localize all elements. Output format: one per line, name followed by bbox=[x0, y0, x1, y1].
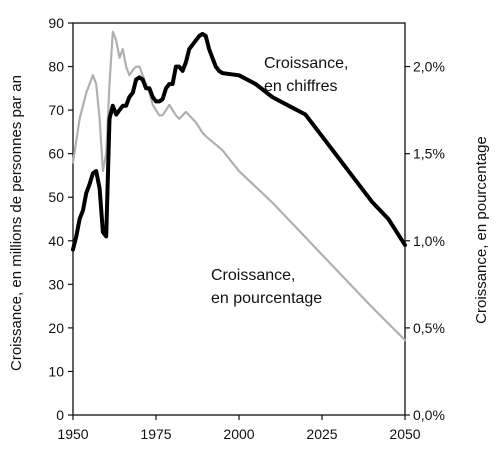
y-left-tick-label: 70 bbox=[48, 102, 64, 118]
y-right-tick-label: 1,0% bbox=[413, 233, 445, 249]
y-left-tick-label: 20 bbox=[48, 320, 64, 336]
y-left-tick-label: 60 bbox=[48, 146, 64, 162]
x-tick-label: 1950 bbox=[57, 426, 88, 442]
series-line-croissance-chiffres bbox=[71, 31, 407, 252]
x-tick-label: 2025 bbox=[306, 426, 337, 442]
y-right-tick-label: 0,0% bbox=[413, 407, 445, 423]
tick-layer: 1950 1975 2000 2025 2050 0 10 20 30 40 50 60 70 80 90 0… bbox=[48, 15, 445, 442]
series-layer bbox=[71, 30, 407, 342]
y-left-tick-label: 0 bbox=[56, 407, 64, 423]
x-tick-label: 1975 bbox=[140, 426, 171, 442]
y-right-tick-label: 2,0% bbox=[413, 59, 445, 75]
x-tick-label: 2050 bbox=[389, 426, 420, 442]
y-left-tick-label: 40 bbox=[48, 233, 64, 249]
y-left-tick-label: 30 bbox=[48, 276, 64, 292]
annotation-chiffres-line1: Croissance, bbox=[264, 55, 348, 72]
annotation-pourcentage-line2: en pourcentage bbox=[211, 290, 322, 307]
plot-border bbox=[72, 22, 406, 416]
y-left-tick-label: 80 bbox=[48, 59, 64, 75]
x-tick-label: 2000 bbox=[223, 426, 254, 442]
y-axis-right-title: Croissance, en pourcentage bbox=[473, 136, 490, 324]
y-axis-left-title: Croissance, en millions de personnes par… bbox=[8, 75, 25, 371]
y-left-tick-label: 10 bbox=[48, 363, 64, 379]
y-right-tick-label: 0,5% bbox=[413, 320, 445, 336]
y-left-tick-label: 50 bbox=[48, 189, 64, 205]
annotation-chiffres-line2: en chiffres bbox=[264, 78, 338, 95]
annotation-pourcentage-line1: Croissance, bbox=[211, 267, 295, 284]
plot-frame bbox=[72, 22, 406, 416]
y-left-tick-label: 90 bbox=[48, 15, 64, 31]
y-right-tick-label: 1,5% bbox=[413, 146, 445, 162]
